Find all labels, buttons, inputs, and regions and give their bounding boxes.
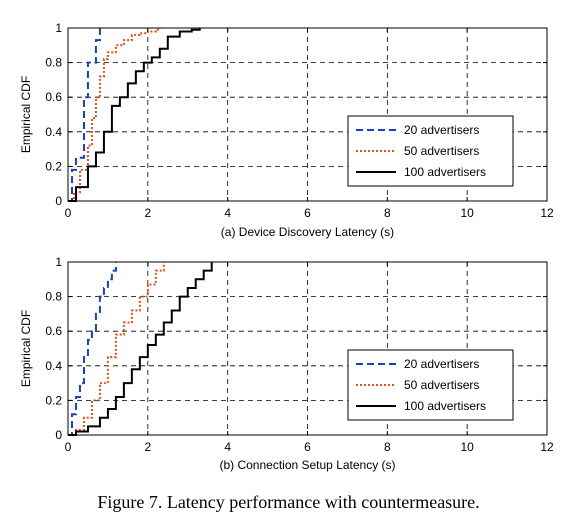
series-line-50-advertisers: [68, 262, 165, 436]
y-tick-label: 0.8: [45, 56, 62, 70]
x-tick-label: 4: [224, 206, 231, 220]
series-line-20-advertisers: [68, 262, 117, 436]
series-line-100-advertisers: [68, 28, 201, 202]
legend: 20 advertisers 50 advertisers 100 advertis…: [347, 349, 514, 421]
legend-label: 50 advertisers: [404, 378, 479, 392]
y-tick-label: 0.4: [45, 359, 62, 373]
x-tick-label: 6: [304, 440, 311, 454]
y-tick-label: 0.4: [45, 125, 62, 139]
x-tick-label: 12: [540, 440, 554, 454]
y-tick-label: 0.2: [45, 159, 62, 173]
x-tick-label: 8: [384, 206, 391, 220]
y-tick-label: 0: [55, 428, 62, 442]
legend-label: 100 advertisers: [404, 165, 486, 179]
y-tick-label: 0.2: [45, 393, 62, 407]
legend-label: 50 advertisers: [404, 144, 479, 158]
y-axis-label: Empirical CDF: [19, 310, 33, 387]
y-tick-label: 0.6: [45, 90, 62, 104]
x-tick-label: 8: [384, 440, 391, 454]
legend-label: 20 advertisers: [404, 123, 479, 137]
series-line-100-advertisers: [68, 262, 213, 436]
legend: 20 advertisers 50 advertisers 100 advertis…: [347, 115, 514, 187]
y-tick-label: 1: [55, 255, 62, 269]
x-tick-label: 2: [144, 206, 151, 220]
x-tick-label: 6: [304, 206, 311, 220]
x-tick-label: 10: [460, 206, 474, 220]
y-tick-label: 0.6: [45, 324, 62, 338]
series-line-20-advertisers: [68, 28, 101, 202]
y-axis-label: Empirical CDF: [19, 76, 33, 153]
figure-caption: Figure 7. Latency performance with count…: [97, 492, 480, 512]
legend-label: 20 advertisers: [404, 357, 479, 371]
x-axis-label: (a) Device Discovery Latency (s): [221, 225, 394, 239]
x-tick-label: 10: [460, 440, 474, 454]
series-line-50-advertisers: [68, 28, 161, 202]
chart-panel-b: 0 2 4 6 8 10 12 0 0.2 0.4 0.6 0.8 1 (b) Connection Se…: [19, 255, 554, 472]
x-axis-label: (b) Connection Setup Latency (s): [219, 458, 395, 472]
y-tick-label: 1: [55, 21, 62, 35]
x-tick-label: 0: [65, 206, 72, 220]
legend-box: [347, 115, 514, 187]
legend-label: 100 advertisers: [404, 399, 486, 413]
x-tick-label: 0: [65, 440, 72, 454]
y-tick-label: 0: [55, 194, 62, 208]
y-tick-label: 0.8: [45, 290, 62, 304]
legend-box: [347, 349, 514, 421]
x-tick-label: 2: [144, 440, 151, 454]
x-tick-label: 4: [224, 440, 231, 454]
x-tick-label: 12: [540, 206, 554, 220]
chart-panel-a: 0 2 4 6 8 10 12 0 0.2 0.4 0.6 0.8 1 (a) Device Discov…: [19, 21, 554, 239]
